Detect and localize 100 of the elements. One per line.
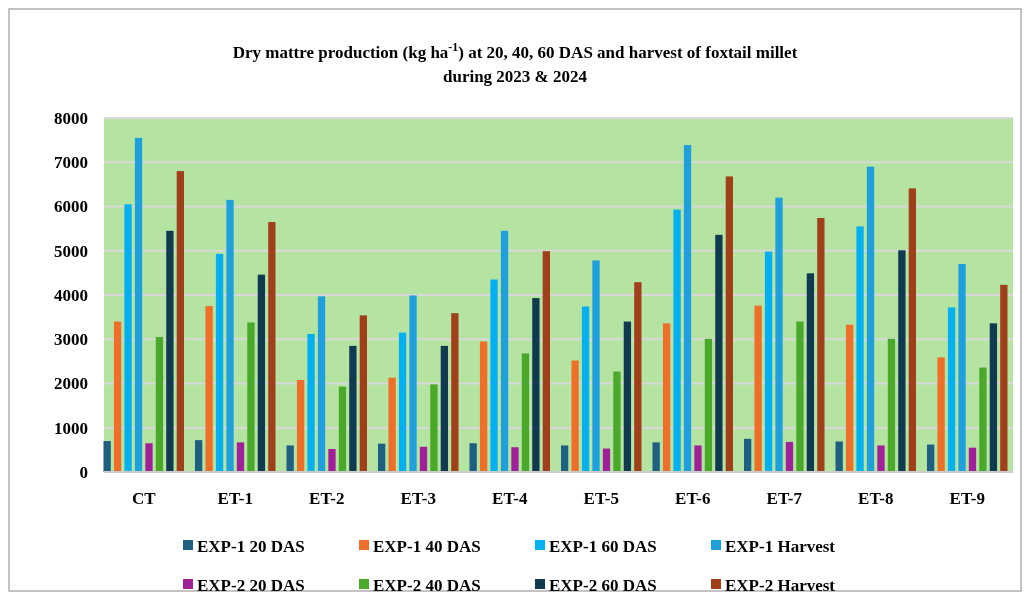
- bar: [134, 137, 143, 472]
- bar: [349, 345, 357, 472]
- y-tick-label: 8000: [54, 108, 88, 128]
- bar: [113, 321, 122, 472]
- y-tick-label: 5000: [54, 241, 88, 261]
- y-tick-label: 0: [79, 462, 88, 482]
- bar: [898, 250, 906, 472]
- bar: [511, 447, 519, 472]
- y-tick-label: 6000: [54, 197, 88, 217]
- bar: [124, 204, 132, 472]
- bar: [785, 441, 794, 472]
- legend-label: EXP-1 Harvest: [725, 536, 836, 556]
- bar: [887, 338, 896, 472]
- bar: [469, 443, 477, 472]
- bar: [704, 338, 713, 472]
- bar: [764, 251, 773, 472]
- bar: [542, 251, 551, 472]
- bar: [715, 234, 723, 472]
- bar: [257, 274, 266, 472]
- bar: [958, 264, 966, 472]
- bar: [166, 230, 174, 472]
- bar: [451, 313, 459, 472]
- x-tick-label: ET-5: [583, 489, 619, 508]
- legend-label: EXP-1 60 DAS: [549, 536, 657, 556]
- bar: [743, 438, 752, 472]
- x-tick-label: ET-9: [949, 489, 985, 508]
- bar: [377, 443, 386, 472]
- bar: [226, 199, 234, 472]
- bar: [359, 315, 368, 472]
- bar: [754, 305, 762, 472]
- y-tick-label: 2000: [54, 374, 88, 394]
- bar: [145, 443, 153, 472]
- x-tick-label: ET-3: [400, 489, 436, 508]
- bar: [1000, 284, 1008, 472]
- bar: [673, 209, 681, 472]
- bar: [694, 445, 702, 472]
- legend-label: EXP-2 60 DAS: [549, 575, 657, 595]
- bar: [725, 176, 734, 472]
- x-tick-label: ET-1: [217, 489, 253, 508]
- bar: [532, 298, 540, 472]
- x-tick-label: ET-4: [492, 489, 528, 508]
- y-tick-label: 1000: [54, 418, 88, 438]
- legend-label: EXP-2 40 DAS: [373, 575, 481, 595]
- legend-label: EXP-2 20 DAS: [197, 575, 305, 595]
- bar: [388, 377, 396, 472]
- bar: [806, 273, 815, 472]
- bar: [103, 441, 111, 472]
- x-tick-label: CT: [131, 489, 157, 508]
- bar: [430, 384, 438, 472]
- bar: [937, 357, 945, 472]
- bar: [419, 446, 428, 472]
- bar: [571, 360, 579, 472]
- bar: [215, 253, 224, 472]
- chart-title: Dry mattre production (kg ha$^{-1}$) at 20, 40, 60 DAS and harvest of foxtail millet during 2023 & 2024: [232, 40, 798, 86]
- bar: [908, 188, 917, 472]
- bar: [205, 306, 213, 472]
- bar: [652, 442, 660, 472]
- legend-label: EXP-1 40 DAS: [373, 536, 481, 556]
- bar: [926, 444, 935, 472]
- bar: [328, 448, 336, 472]
- bar: [500, 230, 509, 472]
- bar: [866, 166, 875, 472]
- bar: [286, 445, 294, 472]
- bar: [835, 441, 843, 472]
- bar: [268, 221, 276, 472]
- bar: [947, 307, 956, 472]
- bar: [409, 295, 417, 472]
- bar: [490, 279, 498, 472]
- bar: [440, 345, 449, 472]
- bar: [968, 447, 977, 472]
- y-tick-label: 7000: [54, 153, 88, 173]
- x-tick-label: ET-2: [309, 489, 345, 508]
- bar: [662, 323, 671, 472]
- bar: [317, 296, 326, 472]
- x-tick-label: ET-6: [675, 489, 711, 508]
- bar: [307, 333, 315, 472]
- bar: [479, 341, 488, 472]
- bar: [338, 386, 347, 472]
- bar: [845, 324, 854, 472]
- bar: [521, 353, 530, 472]
- bar: [398, 332, 407, 472]
- bar: [775, 197, 783, 472]
- bar: [194, 440, 203, 472]
- legend-label: EXP-2 Harvest: [725, 575, 836, 595]
- bar: [613, 371, 621, 472]
- bar: [979, 367, 987, 472]
- bar: [989, 323, 998, 472]
- bar: [155, 337, 164, 472]
- x-tick-label: ET-7: [766, 489, 803, 508]
- bar: [877, 445, 885, 472]
- bar: [247, 322, 255, 472]
- bar: [176, 171, 185, 472]
- bar: [623, 321, 632, 472]
- bar: [592, 260, 600, 472]
- bar: [581, 306, 590, 472]
- bar: [236, 442, 245, 472]
- bar: [634, 282, 642, 472]
- bar: [296, 379, 305, 472]
- legend-label: EXP-1 20 DAS: [197, 536, 305, 556]
- bar: [817, 218, 825, 472]
